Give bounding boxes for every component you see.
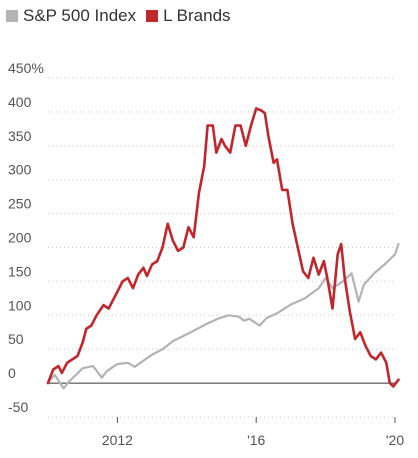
- legend-label-sp500: S&P 500 Index: [23, 6, 137, 25]
- x-tick-label: '16: [247, 432, 265, 448]
- legend-swatch-sp500: [6, 10, 18, 22]
- y-tick-label: 300: [8, 162, 32, 178]
- legend-label-l-brands: L Brands: [163, 6, 231, 25]
- y-tick-label: 0: [8, 365, 16, 381]
- y-tick-label: 100: [8, 297, 32, 313]
- axis-labels: 450% 400 350 300 250 200 150 100 50 0 -50 2012 '16 '2…: [8, 60, 404, 448]
- series-line-sp500: [46, 243, 400, 390]
- y-tick-label: 450%: [8, 60, 44, 76]
- legend-item-l-brands[interactable]: L Brands: [146, 6, 231, 26]
- y-tick-label: 350: [8, 128, 32, 144]
- legend-swatch-l-brands: [146, 10, 159, 22]
- chart-legend: S&P 500 Index L Brands: [6, 4, 241, 28]
- x-tick-label: '20: [386, 432, 404, 448]
- y-tick-label: 250: [8, 196, 32, 212]
- legend-item-sp500[interactable]: S&P 500 Index: [6, 6, 136, 26]
- series-line-l-brands: [46, 107, 400, 388]
- y-tick-label: 200: [8, 230, 32, 246]
- y-tick-label: 150: [8, 263, 32, 279]
- x-tick-label: 2012: [102, 432, 133, 448]
- series-lines: [46, 107, 400, 390]
- grid-lines: [48, 77, 395, 418]
- y-tick-label: 50: [8, 331, 24, 347]
- y-tick-label: -50: [8, 399, 28, 415]
- y-tick-label: 400: [8, 94, 32, 110]
